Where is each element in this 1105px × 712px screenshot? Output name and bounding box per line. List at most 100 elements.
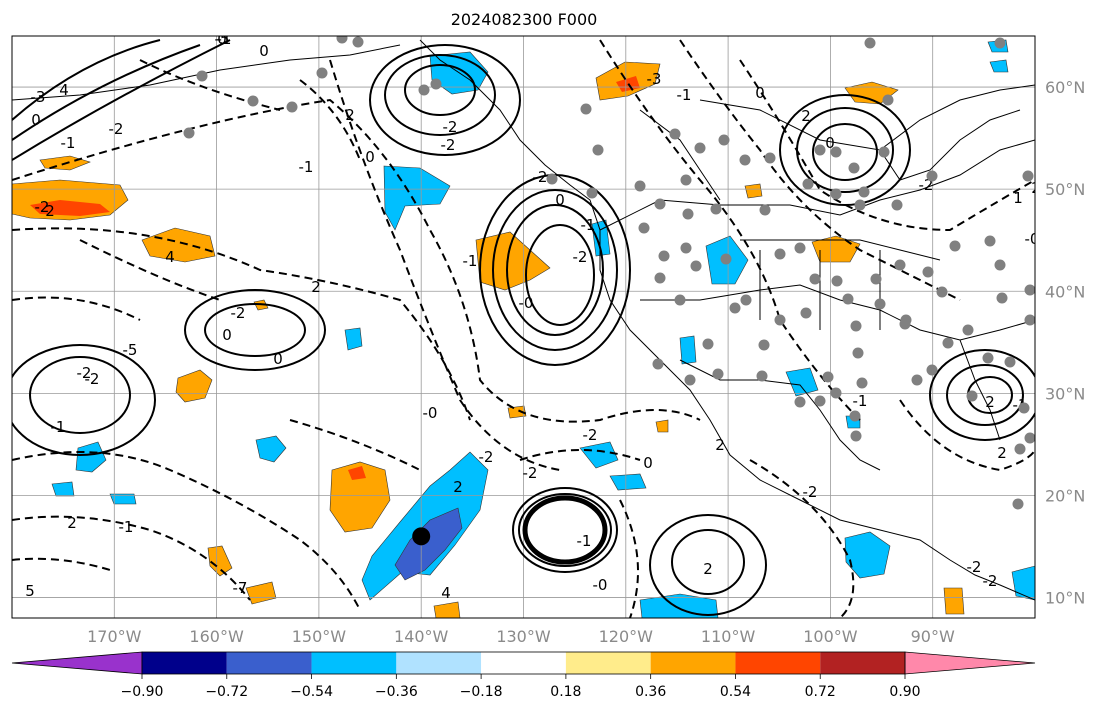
- contour-label: -2: [109, 120, 124, 138]
- colorbar-segment: [396, 652, 482, 674]
- contour-label: -0: [423, 404, 438, 422]
- station-dot: [942, 337, 954, 349]
- station-dot: [849, 410, 861, 422]
- lat-tick-label: 30°N: [1045, 384, 1085, 403]
- station-dot: [1004, 356, 1016, 368]
- station-dot: [654, 272, 666, 284]
- station-dot: [911, 374, 923, 386]
- contour-label: -0: [519, 294, 534, 312]
- storm-position-marker: [412, 527, 431, 546]
- station-dot: [674, 294, 686, 306]
- contour-label: -1: [51, 418, 66, 436]
- station-dot: [247, 95, 259, 107]
- contour-label: -2: [479, 448, 494, 466]
- station-dot: [196, 70, 208, 82]
- station-dot: [966, 390, 978, 402]
- colorbar-extension-max: [904, 651, 1036, 675]
- contour-label: 0: [365, 148, 375, 166]
- contour-label: 0: [259, 42, 269, 60]
- contour-label: -1: [853, 392, 868, 410]
- contour-label: -1: [577, 532, 592, 550]
- contour-label: 2: [67, 514, 77, 532]
- lat-tick-label: 60°N: [1045, 78, 1085, 97]
- contour-label: 4: [165, 248, 175, 266]
- colorbar-tick-label: −0.54: [290, 684, 333, 700]
- colorbar-tick-label: 0.18: [550, 684, 581, 700]
- station-dot: [720, 253, 732, 265]
- station-dot: [336, 36, 348, 44]
- contour-label: -1: [217, 30, 232, 48]
- station-dot: [848, 162, 860, 174]
- station-dot: [546, 173, 558, 185]
- station-dot: [702, 338, 714, 350]
- station-dot: [926, 170, 938, 182]
- contours: [12, 39, 1035, 618]
- station-dot: [286, 101, 298, 113]
- station-dot: [712, 368, 724, 380]
- contour-label: -0: [1025, 230, 1040, 248]
- station-dot: [794, 396, 806, 408]
- lon-tick-label: 160°W: [189, 627, 244, 646]
- station-dot: [682, 208, 694, 220]
- contour-label: 0: [222, 326, 232, 344]
- colorbar-segment: [311, 652, 397, 674]
- lat-tick-label: 40°N: [1045, 282, 1085, 301]
- contour-label: 2: [703, 560, 713, 578]
- station-dot: [694, 142, 706, 154]
- station-dot: [634, 180, 646, 192]
- station-dot: [926, 364, 938, 376]
- station-dot: [894, 259, 906, 271]
- contour-label: 2: [311, 278, 321, 296]
- station-dot: [1012, 498, 1024, 510]
- station-dot: [831, 275, 843, 287]
- station-dot: [891, 199, 903, 211]
- contour-label: -3: [31, 88, 46, 106]
- colorbar-segment: [735, 652, 821, 674]
- station-dot: [764, 152, 776, 164]
- station-dot: [352, 36, 364, 48]
- station-dot: [878, 146, 890, 158]
- plot-frame: [11, 35, 1036, 619]
- contour-label: -2: [523, 464, 538, 482]
- station-dot: [756, 370, 768, 382]
- station-dot: [936, 286, 948, 298]
- contour-label: -2: [533, 168, 548, 186]
- station-dot: [658, 250, 670, 262]
- station-dot: [774, 248, 786, 260]
- lon-tick-label: 100°W: [803, 627, 858, 646]
- station-dot: [1024, 314, 1035, 326]
- station-dot: [922, 266, 934, 278]
- station-dot: [830, 146, 842, 158]
- station-dot: [874, 298, 886, 310]
- lon-tick-label: 110°W: [701, 627, 756, 646]
- station-dot: [1014, 443, 1026, 455]
- station-dot: [1022, 170, 1034, 182]
- colorbar-tick-label: −0.90: [121, 684, 164, 700]
- station-dot: [854, 199, 866, 211]
- station-dot: [652, 358, 664, 370]
- station-dot: [669, 128, 681, 140]
- colorbar-segment: [820, 652, 905, 674]
- contour-label: -2: [443, 118, 458, 136]
- station-dot: [774, 314, 786, 326]
- station-dot: [684, 374, 696, 386]
- station-dot: [680, 174, 692, 186]
- station-dot: [822, 371, 834, 383]
- station-dot: [580, 103, 592, 115]
- colorbar-tick-label: −0.18: [460, 684, 503, 700]
- station-dot: [830, 188, 842, 200]
- station-dot: [949, 240, 961, 252]
- contour-label: -2: [231, 304, 246, 322]
- contour-label: -2: [77, 364, 92, 382]
- contour-label: -1: [581, 216, 596, 234]
- contour-label: -1: [299, 158, 314, 176]
- lat-tick-label: 10°N: [1045, 589, 1085, 608]
- shaded-fields: [12, 39, 1035, 618]
- station-dot: [592, 144, 604, 156]
- contour-label: 2: [453, 478, 463, 496]
- station-dot: [802, 178, 814, 190]
- latitude-ticks: 60°N 50°N 40°N 30°N 20°N 10°N: [1045, 78, 1085, 608]
- colorbar-tick-label: 0.54: [720, 684, 751, 700]
- station-dot: [710, 203, 722, 215]
